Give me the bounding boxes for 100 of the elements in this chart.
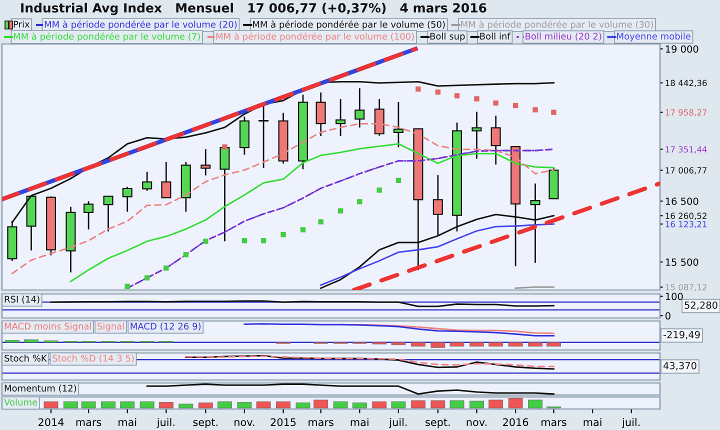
series-label: MACD moins Signal	[4, 322, 91, 332]
legend-label: MM à période pondérée par le volume (7)	[14, 32, 200, 42]
y-tick-label: 15 087,12	[666, 284, 706, 292]
bar	[314, 400, 328, 408]
point	[222, 144, 228, 150]
bar	[333, 401, 348, 408]
x-tick-label: mai	[350, 418, 368, 426]
legend-label: Boll sup	[430, 32, 465, 42]
candlestick	[103, 196, 114, 232]
text: Stoch %K	[4, 354, 48, 362]
y-tick-label: 17 958,27	[666, 109, 707, 116]
bar	[44, 401, 58, 408]
line-series	[70, 143, 554, 282]
legend-label: Prix	[14, 20, 30, 28]
bar	[120, 401, 135, 408]
text: Signal	[97, 322, 124, 332]
y-tick-label: 15 500	[666, 258, 698, 266]
point	[280, 232, 286, 238]
x-tick-label: 2014	[38, 418, 64, 426]
candlestick	[142, 171, 152, 192]
candlestick	[161, 161, 172, 198]
bar	[450, 400, 464, 408]
series-label: Volume	[4, 398, 38, 406]
legend-label: MM à période pondérée par le volume (20)	[44, 20, 237, 30]
x-tick-label: 2016	[503, 418, 528, 426]
text: 43,370	[663, 362, 696, 370]
bar	[488, 400, 504, 408]
candlestick	[258, 104, 269, 169]
y-tick-label: 0	[666, 312, 670, 320]
bar	[218, 401, 232, 408]
point	[551, 110, 556, 115]
candlestick	[393, 101, 404, 148]
legend-label: MM à période pondérée par le volume (100)	[216, 32, 414, 42]
point	[416, 86, 421, 92]
x-tick-label: mars	[76, 420, 102, 426]
point	[338, 208, 344, 214]
candlestick	[122, 186, 132, 212]
x-tick-label: juil.	[622, 418, 640, 428]
point	[474, 96, 480, 102]
bar	[64, 401, 78, 408]
bar	[296, 402, 310, 408]
bar	[101, 401, 116, 408]
point	[124, 284, 130, 289]
text: MACD (12 26 9)	[130, 322, 201, 331]
x-tick-label: juil.	[156, 418, 174, 428]
point	[164, 265, 169, 271]
x-tick-label: juil.	[388, 418, 407, 428]
point	[144, 275, 150, 280]
point	[260, 238, 266, 244]
point	[203, 238, 208, 244]
candlestick	[200, 148, 211, 176]
x-tick-label: mai	[584, 418, 602, 426]
x-tick-label: sept.	[193, 418, 218, 428]
point	[396, 178, 402, 183]
legend-label: MM à période pondérée par le volume (50)	[253, 20, 445, 30]
chart-title: Industrial Avg Index Mensuel 17 006,77 (+0,37%) 4 mars 2016	[21, 2, 486, 16]
text: Stoch %D (14 3 5)	[52, 354, 134, 363]
line-series	[320, 223, 554, 286]
y-tick-label: 18 442,36	[666, 80, 707, 87]
y-tick-label: 17 351,44	[666, 146, 707, 154]
legend-label: Boll inf	[480, 32, 511, 40]
x-tick-label: mars	[308, 420, 334, 426]
legend-label: Boll milieu (20 2)	[526, 32, 602, 41]
x-tick-label: mai	[118, 418, 136, 426]
point	[454, 93, 460, 98]
bar	[198, 402, 213, 408]
bar	[410, 400, 426, 408]
candlestick	[354, 88, 365, 128]
point	[318, 219, 324, 224]
point	[183, 252, 189, 258]
bar	[470, 400, 484, 408]
candlestick	[336, 98, 346, 137]
bar	[508, 398, 523, 408]
legend-label: Moyenne mobile	[617, 32, 690, 42]
bar	[276, 401, 290, 408]
bar	[391, 401, 406, 408]
point	[242, 238, 248, 244]
bar	[372, 401, 387, 408]
bar	[140, 401, 154, 408]
y-tick-label: 16 123,21	[666, 221, 707, 228]
y-tick-label: 17 006,77	[666, 167, 707, 174]
y-tick-label: 16 500	[666, 198, 698, 205]
bar	[178, 404, 194, 408]
bar	[256, 401, 271, 408]
x-tick-label: sept.	[426, 418, 450, 428]
x-tick-label: nov.	[466, 420, 486, 426]
series-label: RSI (14)	[4, 296, 40, 304]
legend-label: MM à période pondérée par le volume (30)	[461, 20, 653, 30]
point	[300, 227, 306, 232]
x-tick-label: nov.	[234, 420, 254, 426]
y-tick-label: 19 000	[666, 45, 698, 53]
bar	[430, 400, 446, 408]
text: 52,280	[684, 301, 718, 310]
bar	[158, 402, 174, 408]
point	[512, 102, 518, 108]
point	[435, 90, 441, 95]
y-tick-label: 100	[666, 292, 683, 300]
candlestick	[84, 200, 94, 230]
text: -219,49	[663, 330, 700, 340]
point	[376, 188, 382, 193]
